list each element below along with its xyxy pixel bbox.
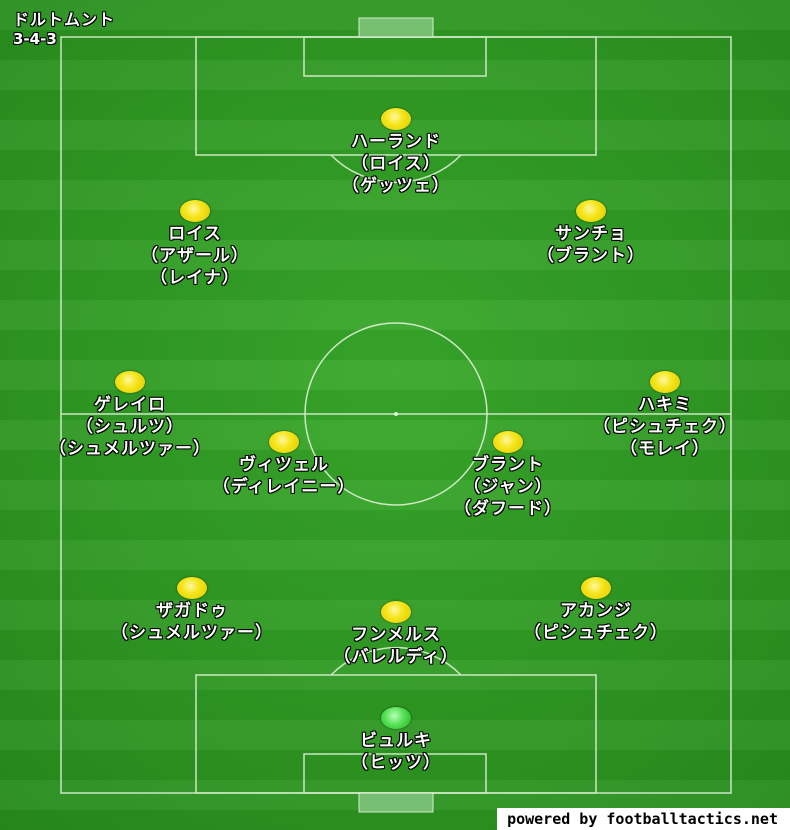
- player-name: サンチョ: [555, 224, 627, 244]
- top-goal-area: [303, 36, 487, 77]
- player-lcm[interactable]: ヴィツェル （ディレイニー）: [134, 431, 434, 498]
- player-name: フンメルス: [351, 625, 441, 645]
- formation-label: 3-4-3: [13, 30, 57, 48]
- bottom-goal: [358, 792, 434, 813]
- player-substitute: （ロイス）: [351, 154, 441, 174]
- player-rcb[interactable]: アカンジ （ピシュチェク）: [446, 577, 746, 644]
- player-name: ザガドゥ: [156, 601, 228, 621]
- player-substitute: （レイナ）: [150, 268, 240, 288]
- player-marker-icon: [177, 577, 207, 599]
- player-lw[interactable]: ロイス （アザール） （レイナ）: [45, 200, 345, 289]
- player-substitute: （ディレイニー）: [212, 477, 356, 497]
- player-marker-icon: [269, 431, 299, 453]
- top-goal: [358, 17, 434, 38]
- player-marker-icon: [581, 577, 611, 599]
- player-name: ハーランド: [351, 132, 441, 152]
- player-name: ハキミ: [638, 395, 692, 415]
- player-lm[interactable]: ゲレイロ （シュルツ） （シュメルツァー）: [0, 371, 280, 460]
- top-penalty-arc: [330, 154, 462, 183]
- player-substitute: （ジャン）: [463, 477, 553, 497]
- player-rw[interactable]: サンチョ （ブラント）: [441, 200, 741, 267]
- player-substitute: （バレルディ）: [333, 647, 459, 667]
- player-rm[interactable]: ハキミ （ピシュチェク） （モレイ）: [515, 371, 790, 460]
- player-marker-icon: [381, 108, 411, 130]
- player-rcm[interactable]: ブラント （ジャン） （ダフード）: [358, 431, 658, 520]
- player-lcb[interactable]: ザガドゥ （シュメルツァー）: [42, 577, 342, 644]
- centre-spot: [394, 412, 398, 416]
- player-substitute: （シュメルツァー）: [111, 623, 273, 643]
- player-substitute: （シュメルツァー）: [49, 439, 211, 459]
- player-substitute: （シュルツ）: [76, 417, 184, 437]
- player-name: ヴィツェル: [239, 455, 329, 475]
- player-marker-icon: [650, 371, 680, 393]
- player-name: ロイス: [168, 224, 222, 244]
- player-substitute: （ピシュチェク）: [524, 623, 668, 643]
- player-substitute: （ピシュチェク）: [593, 417, 737, 437]
- player-name: ゲレイロ: [94, 395, 166, 415]
- player-name: ビュルキ: [360, 731, 432, 751]
- player-marker-icon: [576, 200, 606, 222]
- player-substitute: （ヒッツ）: [351, 753, 441, 773]
- player-substitute: （ゲッツェ）: [342, 176, 450, 196]
- bottom-penalty-arc: [330, 647, 462, 676]
- player-substitute: （ブラント）: [537, 246, 645, 266]
- player-st[interactable]: ハーランド （ロイス） （ゲッツェ）: [246, 108, 546, 197]
- player-marker-icon: [493, 431, 523, 453]
- player-name: アカンジ: [560, 601, 632, 621]
- player-substitute: （モレイ）: [620, 439, 710, 459]
- player-marker-icon: [180, 200, 210, 222]
- goalkeeper-marker-icon: [381, 707, 411, 729]
- centre-circle: [304, 322, 488, 506]
- player-substitute: （ダフード）: [454, 499, 562, 519]
- player-cb[interactable]: フンメルス （バレルディ）: [246, 601, 546, 668]
- player-marker-icon: [381, 601, 411, 623]
- player-substitute: （アザール）: [141, 246, 249, 266]
- credit-link[interactable]: powered by footballtactics.net: [497, 808, 790, 830]
- player-gk[interactable]: ビュルキ （ヒッツ）: [246, 707, 546, 774]
- team-name: ドルトムント: [13, 10, 116, 29]
- player-marker-icon: [115, 371, 145, 393]
- player-name: ブラント: [472, 455, 544, 475]
